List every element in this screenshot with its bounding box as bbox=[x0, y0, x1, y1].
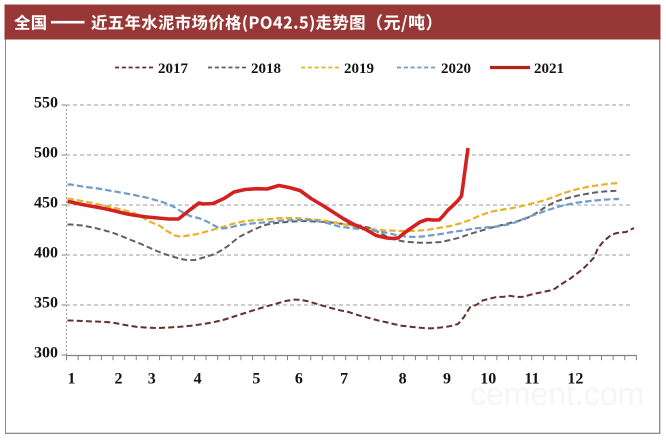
svg-text:12: 12 bbox=[567, 371, 583, 388]
svg-text:6: 6 bbox=[295, 371, 303, 388]
svg-text:450: 450 bbox=[34, 195, 58, 212]
svg-text:350: 350 bbox=[34, 295, 58, 312]
svg-text:8: 8 bbox=[399, 371, 407, 388]
svg-text:5: 5 bbox=[252, 371, 260, 388]
svg-text:1: 1 bbox=[68, 371, 76, 388]
svg-text:300: 300 bbox=[34, 345, 58, 362]
svg-text:9: 9 bbox=[443, 371, 451, 388]
svg-text:11: 11 bbox=[524, 371, 539, 388]
svg-text:400: 400 bbox=[34, 245, 58, 262]
svg-text:2021: 2021 bbox=[534, 61, 564, 77]
svg-text:2019: 2019 bbox=[344, 61, 374, 77]
svg-text:2: 2 bbox=[115, 371, 123, 388]
svg-text:2017: 2017 bbox=[158, 61, 189, 77]
svg-text:3: 3 bbox=[148, 371, 156, 388]
svg-text:4: 4 bbox=[194, 371, 202, 388]
svg-text:cement.com: cement.com bbox=[470, 376, 644, 412]
svg-text:2018: 2018 bbox=[251, 61, 281, 77]
svg-text:7: 7 bbox=[340, 371, 348, 388]
svg-text:2020: 2020 bbox=[441, 61, 471, 77]
svg-text:10: 10 bbox=[480, 371, 496, 388]
svg-text:550: 550 bbox=[34, 95, 58, 112]
svg-text:500: 500 bbox=[34, 145, 58, 162]
